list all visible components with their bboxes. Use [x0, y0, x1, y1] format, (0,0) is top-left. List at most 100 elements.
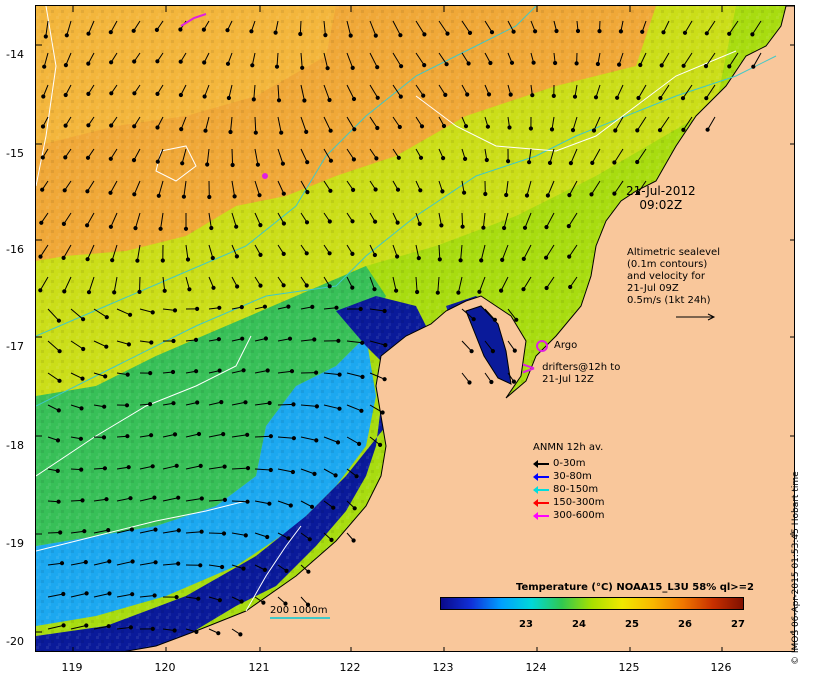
velocity-vector: [595, 84, 601, 98]
velocity-vector-head: [102, 466, 108, 471]
velocity-vector: [93, 498, 107, 502]
velocity-vector-head: [178, 59, 183, 64]
velocity-vector: [277, 116, 282, 133]
velocity-vector-head: [216, 337, 221, 342]
velocity-vector: [323, 404, 340, 410]
velocity-vector-head: [106, 624, 111, 629]
anmn-item-label: 150-300m: [553, 496, 605, 508]
velocity-vector-head: [486, 92, 492, 97]
velocity-vector-head: [132, 59, 137, 64]
velocity-vector-head: [108, 30, 113, 35]
lon-label-124: 124: [525, 661, 547, 674]
velocity-vector-head: [148, 402, 153, 407]
velocity-vector: [323, 468, 336, 476]
velocity-vector: [158, 180, 164, 196]
velocity-vector-head: [253, 130, 258, 135]
velocity-vector-head: [132, 124, 137, 129]
velocity-vector-head: [58, 530, 63, 535]
velocity-vector-head: [305, 190, 310, 195]
velocity-vector-head: [617, 62, 622, 67]
velocity-vector: [253, 84, 256, 100]
velocity-vector: [637, 180, 647, 194]
velocity-vector-head: [255, 162, 260, 167]
velocity-vector-head: [40, 124, 46, 129]
velocity-vector: [300, 436, 317, 441]
velocity-vector-head: [162, 288, 167, 293]
velocity-vector-head: [86, 91, 91, 97]
velocity-vector: [415, 52, 425, 66]
velocity-vector: [162, 465, 177, 470]
velocity-vector-head: [249, 29, 254, 34]
velocity-vector-head: [488, 60, 493, 66]
velocity-vector: [323, 436, 339, 443]
velocity-vector-head: [61, 591, 66, 597]
velocity-vector: [63, 244, 72, 259]
velocity-vector-head: [502, 225, 507, 231]
velocity-vector-head: [217, 368, 222, 373]
anmn-legend: ANMN 12h av. 0-30m 30-80m 80-150m 150-30…: [533, 442, 605, 522]
velocity-vector-head: [350, 285, 355, 290]
velocity-vector-head: [225, 61, 231, 66]
velocity-vector-head: [463, 156, 468, 161]
velocity-vector-head: [375, 125, 380, 131]
anmn-item-label: 80-150m: [553, 483, 599, 495]
lon-label-122: 122: [339, 661, 361, 674]
velocity-vector-head: [415, 289, 420, 295]
velocity-vector: [228, 84, 233, 99]
sst-map[interactable]: [35, 5, 795, 652]
velocity-vector-head: [439, 223, 444, 228]
velocity-vector-head: [193, 337, 199, 342]
velocity-vector-head: [489, 30, 495, 35]
velocity-vector: [231, 434, 248, 438]
velocity-vector-head: [125, 434, 130, 439]
anmn-item-1: 30-80m: [533, 470, 605, 483]
velocity-vector-head: [511, 29, 516, 34]
velocity-vector-head: [154, 27, 160, 32]
velocity-vector: [682, 84, 693, 99]
velocity-vector-head: [219, 400, 224, 405]
velocity-vector: [116, 497, 131, 502]
velocity-vector: [438, 244, 441, 260]
velocity-vector-head: [659, 63, 664, 68]
velocity-vector-head: [148, 371, 153, 376]
velocity-vector-head: [374, 156, 379, 161]
velocity-vector-head: [226, 95, 231, 101]
altimetry-line-5: 0.5m/s (1kt 24h): [627, 295, 711, 306]
velocity-vector-head: [56, 499, 61, 504]
velocity-vector: [65, 52, 72, 66]
velocity-vector: [47, 593, 64, 598]
velocity-vector: [523, 244, 532, 260]
velocity-vector: [86, 212, 95, 226]
velocity-vector-head: [241, 566, 246, 571]
velocity-vector-head: [201, 27, 206, 32]
velocity-vector-head: [336, 338, 341, 343]
velocity-vector-head: [265, 368, 270, 373]
drifter-marker: [262, 173, 268, 179]
velocity-vector-head: [179, 127, 184, 132]
velocity-vector: [568, 212, 578, 227]
velocity-vector-head: [348, 33, 353, 38]
velocity-vector-head: [102, 404, 107, 409]
velocity-vector-head: [170, 369, 176, 375]
velocity-vector: [40, 244, 49, 257]
velocity-vector-head: [612, 160, 617, 165]
velocity-vector: [231, 532, 246, 536]
velocity-vector-head: [395, 254, 400, 259]
velocity-vector-head: [750, 32, 755, 37]
velocity-vector: [570, 148, 578, 164]
argo-label: Argo: [554, 340, 578, 351]
lat-label-18: -18: [6, 439, 24, 452]
lon-label-120: 120: [154, 661, 176, 674]
argo-legend: Argo: [536, 340, 577, 352]
velocity-vector-head: [109, 123, 114, 128]
velocity-vector: [254, 148, 259, 165]
velocity-vector-head: [176, 528, 181, 533]
velocity-vector-head: [323, 33, 328, 38]
velocity-vector-head: [41, 94, 46, 99]
velocity-vector-head: [395, 220, 400, 225]
velocity-vector: [139, 308, 153, 313]
velocity-vector-head: [373, 219, 378, 224]
velocity-vector-head: [727, 31, 732, 36]
velocity-vector-head: [110, 258, 115, 263]
velocity-vector: [47, 562, 63, 566]
